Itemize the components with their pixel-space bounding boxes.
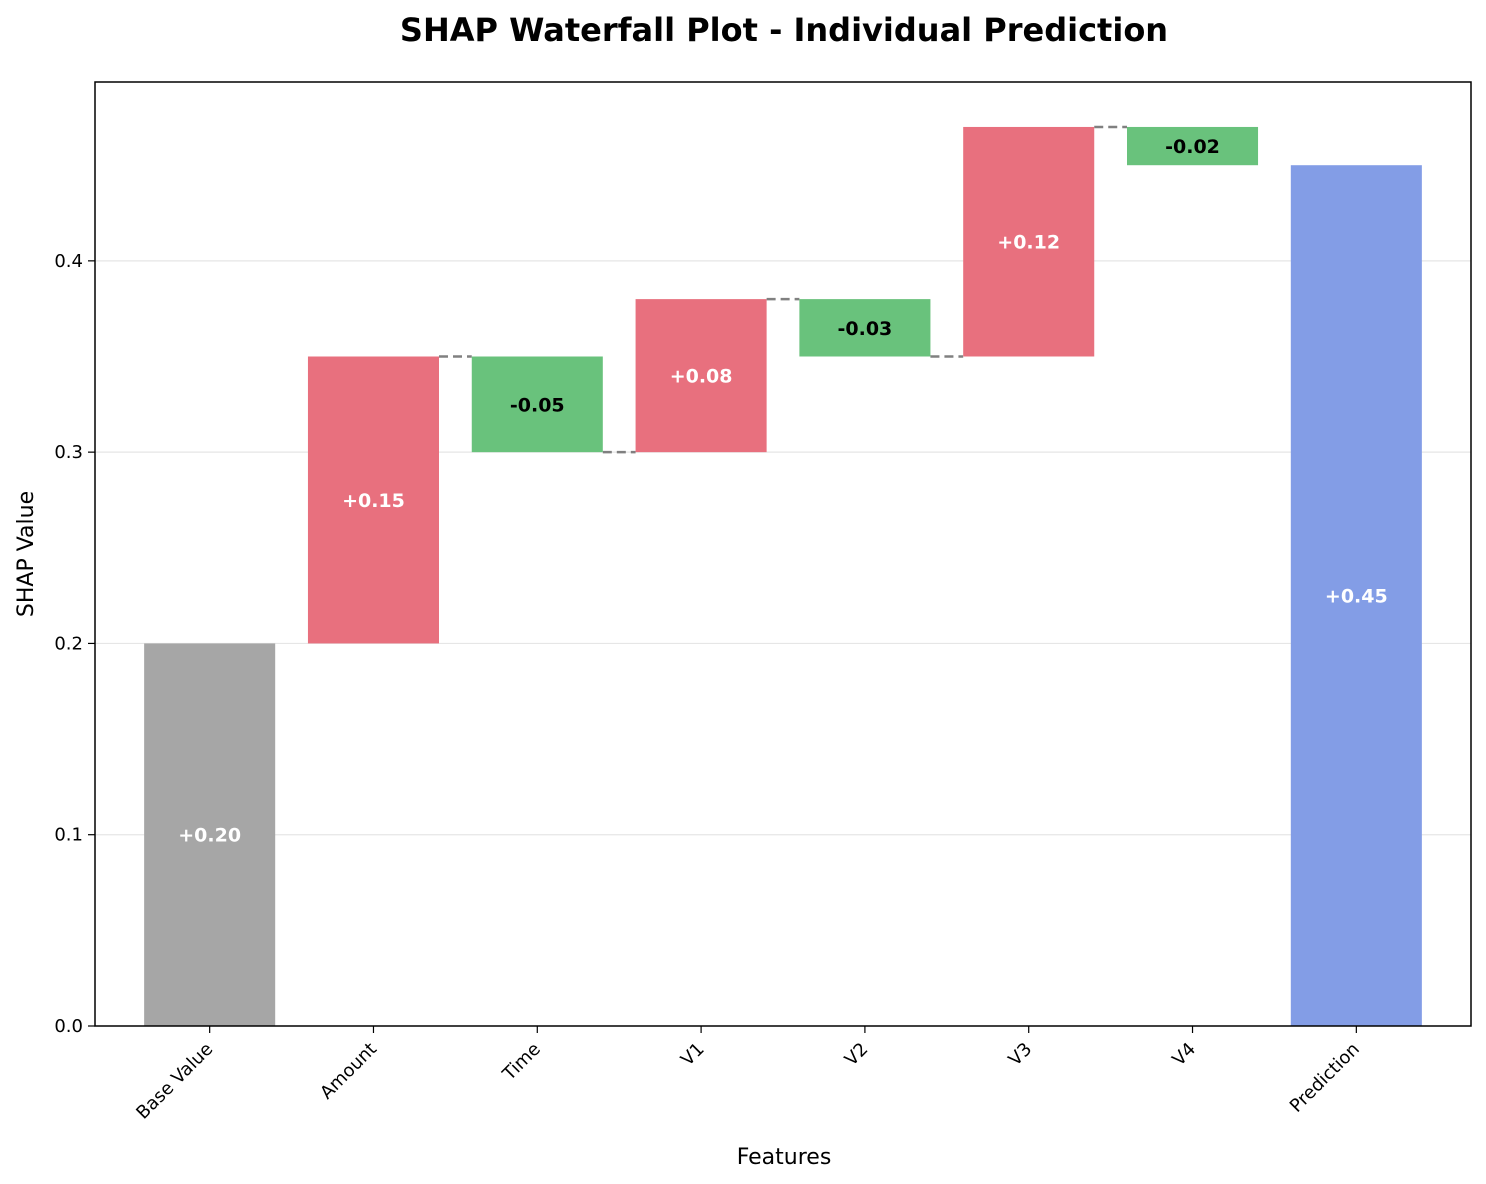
bar-prediction (1290, 165, 1422, 1027)
bar-value-label: +0.45 (1325, 586, 1388, 608)
x-axis-ticks: Base Value Amount Time V1 V2 V3 V4 Prediction (132, 1026, 1364, 1124)
bar-base-value (144, 643, 276, 1026)
bar-value-label: +0.12 (997, 232, 1060, 254)
y-axis-label: SHAP Value (14, 491, 39, 617)
y-tick-label: 0.1 (54, 825, 83, 846)
bar-v2 (799, 299, 931, 357)
x-tick-label: V3 (1005, 1039, 1037, 1071)
x-tick-label: V4 (1168, 1039, 1200, 1071)
x-axis-label: Features (737, 1145, 832, 1170)
x-tick-label: Prediction (1286, 1039, 1364, 1117)
bar-value-label: +0.15 (342, 490, 405, 512)
connectors (439, 125, 1127, 454)
bar-v4 (1127, 126, 1259, 166)
x-tick-label: Time (498, 1039, 545, 1086)
y-tick-label: 0.0 (54, 1016, 83, 1037)
bar-value-label: -0.02 (1165, 136, 1220, 158)
x-tick-label: V1 (677, 1039, 709, 1071)
x-tick-label: Amount (316, 1039, 381, 1104)
y-tick-label: 0.3 (54, 442, 83, 463)
x-tick-label: V2 (841, 1039, 873, 1071)
bar-value-label: +0.20 (178, 825, 241, 847)
bar-value-label: -0.03 (838, 318, 893, 340)
gridlines (95, 260, 1471, 836)
y-tick-label: 0.2 (54, 633, 83, 654)
y-tick-label: 0.4 (54, 251, 83, 272)
chart-title: SHAP Waterfall Plot - Individual Predict… (400, 11, 1168, 49)
x-tick-label: Base Value (132, 1039, 217, 1124)
bar-v3 (963, 126, 1095, 357)
bar-amount (307, 356, 439, 644)
bar-v1 (635, 299, 767, 453)
bar-labels: +0.20 +0.15 -0.05 +0.08 -0.03 +0.12 -0.02 +0.45 (178, 136, 1387, 847)
bar-value-label: -0.05 (510, 394, 565, 416)
y-axis-ticks: 0.0 0.1 0.2 0.3 0.4 (54, 251, 95, 1037)
bar-time (471, 356, 603, 453)
plot-frame (94, 81, 1472, 1027)
bars (144, 126, 1422, 1027)
bar-value-label: +0.08 (670, 366, 733, 388)
